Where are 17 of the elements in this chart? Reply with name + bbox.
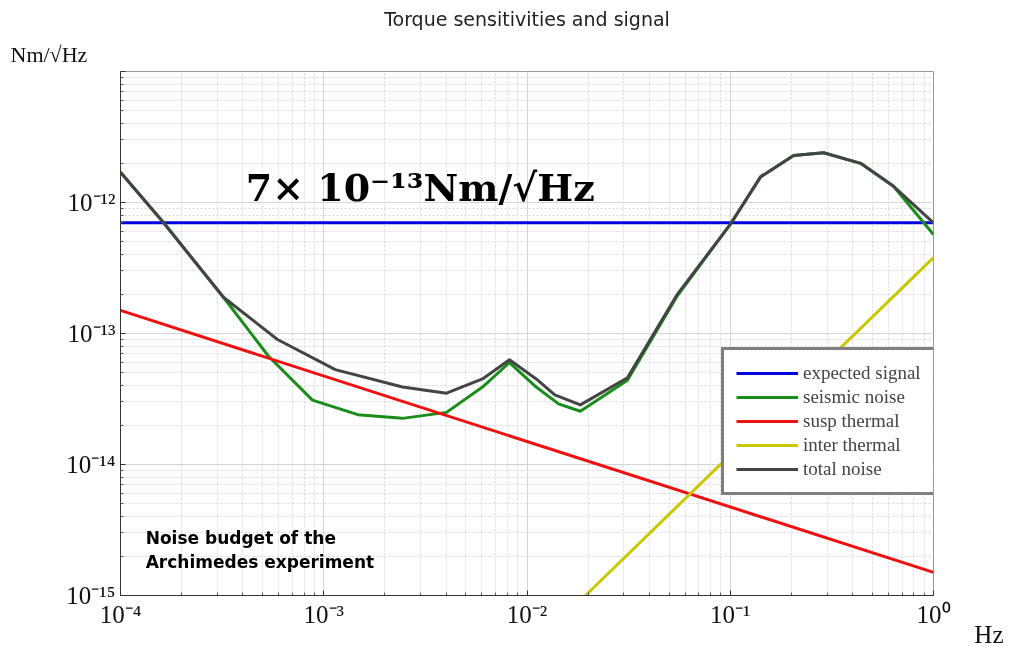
annotation: 7× 10⁻¹³Nm/√Hz: [245, 165, 595, 211]
y-tick-label: 10⁻¹⁴: [66, 451, 116, 478]
legend-label: susp thermal: [803, 410, 900, 432]
legend-label: seismic noise: [803, 386, 905, 408]
x-axis-title: Hz: [974, 620, 1004, 646]
legend-label: total noise: [803, 458, 882, 480]
x-tick-label: 10⁻³: [303, 600, 345, 628]
x-tick-label: 10⁰: [916, 600, 951, 628]
y-axis-title: Nm/√Hz: [10, 41, 88, 67]
annotation: Noise budget of the Archimedes experiment: [145, 527, 375, 572]
legend-label: expected signal: [803, 362, 921, 384]
y-tick-label: 10⁻¹²: [67, 189, 116, 216]
legend-label: inter thermal: [803, 434, 901, 456]
chart-title: Torque sensitivities and signal: [383, 7, 670, 30]
x-tick-label: 10⁻²: [506, 600, 548, 628]
x-tick-label: 10⁻¹: [710, 600, 751, 628]
y-tick-label: 10⁻¹³: [67, 320, 116, 347]
